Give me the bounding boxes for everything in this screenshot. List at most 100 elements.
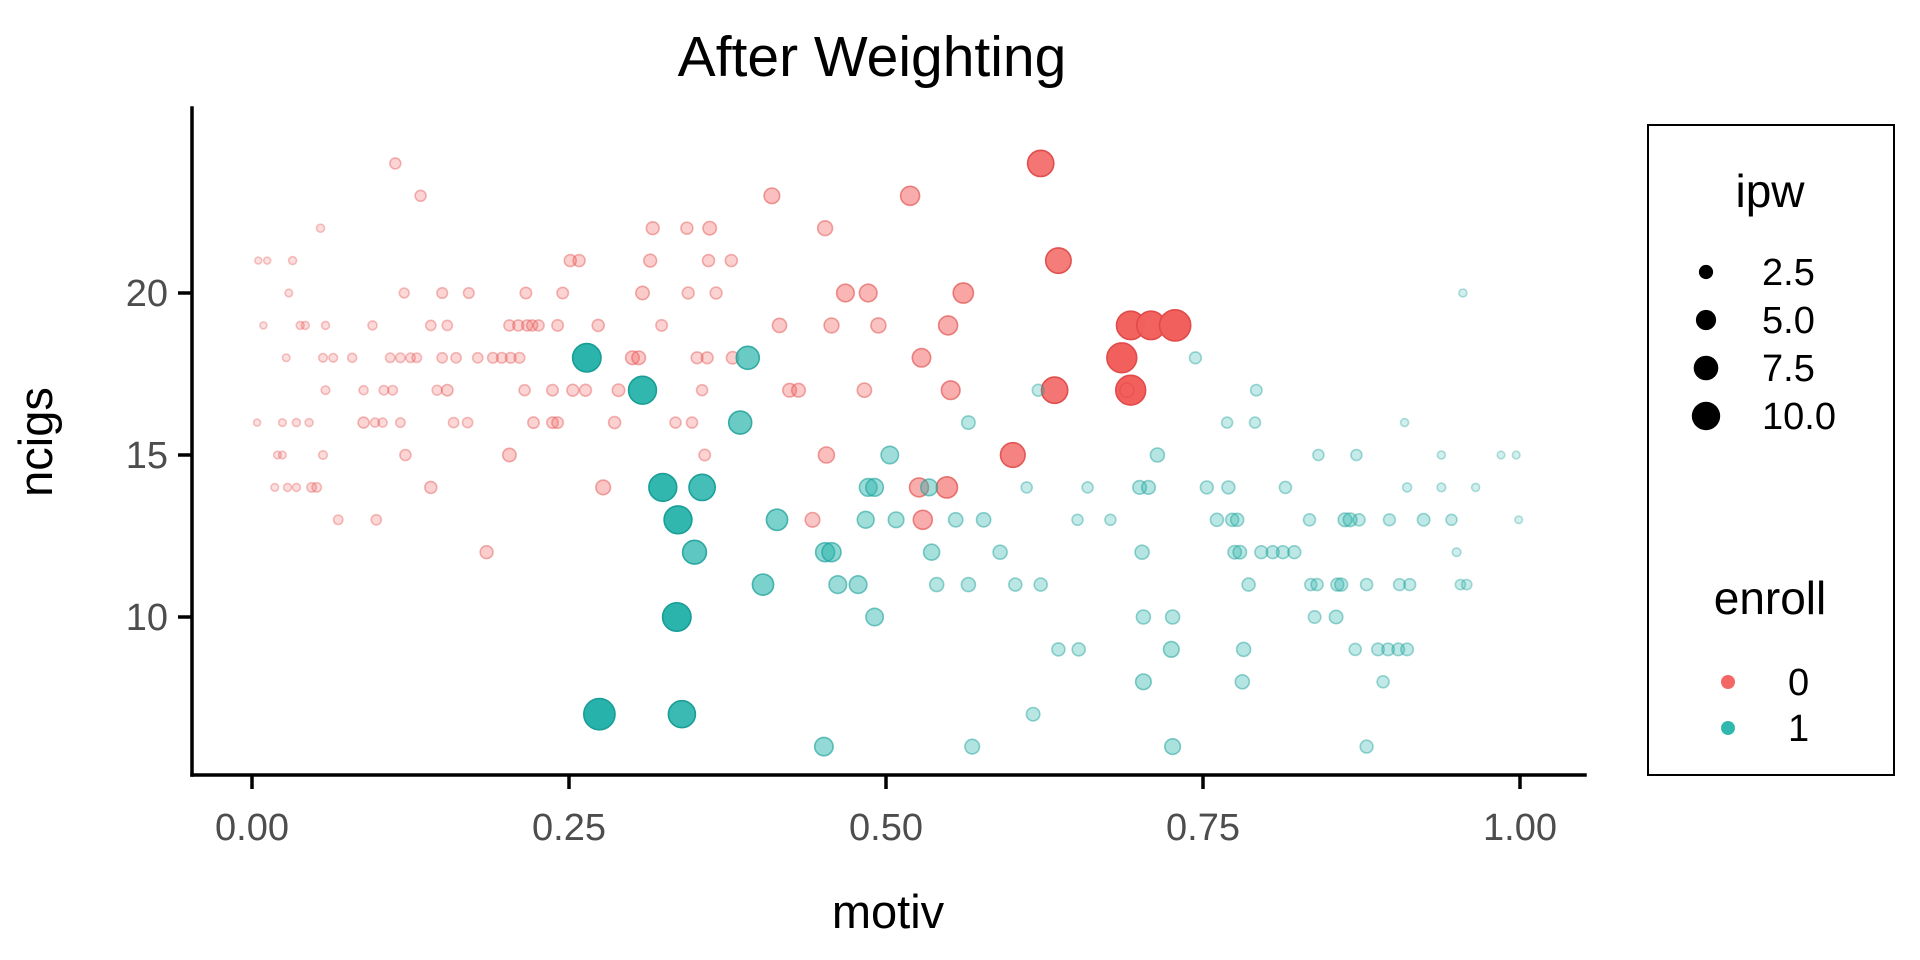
enroll-1-label: 1 — [1788, 708, 1809, 750]
data-point — [520, 319, 534, 332]
data-point — [1304, 577, 1318, 592]
data-point — [1310, 577, 1324, 592]
data-point — [259, 321, 268, 330]
y-tick-label: 15 — [126, 435, 168, 477]
data-point — [1416, 512, 1431, 527]
data-point — [1229, 512, 1245, 528]
data-point — [388, 157, 402, 170]
data-point — [440, 383, 454, 397]
data-point — [394, 417, 406, 429]
data-point — [462, 286, 475, 300]
data-point — [823, 317, 840, 334]
data-point — [663, 505, 693, 535]
data-point — [284, 288, 294, 298]
data-point — [513, 351, 526, 364]
data-point — [816, 220, 834, 237]
data-point — [306, 481, 318, 493]
data-point — [287, 255, 298, 266]
legend-ipw-item: 7.5 — [1693, 348, 1815, 390]
data-point — [525, 319, 539, 332]
data-point — [398, 287, 410, 299]
data-point — [701, 253, 716, 268]
ipw-7.5-label: 7.5 — [1762, 348, 1815, 390]
ipw-10.0-dot-icon — [1691, 401, 1721, 431]
points-layer — [252, 149, 1524, 757]
x-tick-label: 0.75 — [1166, 807, 1240, 849]
data-point — [328, 352, 339, 363]
data-point — [922, 543, 941, 562]
data-point — [1436, 482, 1447, 493]
data-point — [880, 445, 900, 465]
data-point — [661, 601, 692, 632]
data-point — [1307, 609, 1322, 624]
data-point — [572, 253, 586, 268]
data-point — [1382, 513, 1397, 527]
data-point — [1031, 383, 1045, 397]
data-point — [367, 320, 378, 331]
x-axis-ticks: 0.00 0.25 0.50 0.75 1.00 — [215, 775, 1557, 849]
data-point — [685, 416, 699, 429]
enroll-0-dot-icon — [1721, 675, 1735, 689]
data-point — [1511, 450, 1521, 460]
data-point — [1227, 544, 1243, 560]
data-point — [414, 189, 427, 203]
data-point — [503, 319, 516, 332]
data-point — [695, 383, 709, 397]
data-point — [1470, 482, 1481, 493]
x-tick-label: 1.00 — [1483, 807, 1557, 849]
data-point — [634, 285, 650, 301]
data-point — [1275, 544, 1291, 560]
data-point — [1254, 544, 1269, 560]
data-point — [1287, 544, 1302, 560]
data-point — [1220, 416, 1234, 429]
data-point — [556, 286, 570, 300]
data-point — [495, 351, 508, 364]
data-point — [479, 544, 494, 560]
data-point — [504, 351, 517, 364]
data-point — [1026, 149, 1055, 178]
data-point — [1135, 609, 1152, 625]
data-point — [960, 415, 976, 431]
data-point — [1164, 609, 1181, 625]
data-point — [370, 513, 383, 526]
data-point — [1071, 642, 1086, 657]
data-point — [1302, 512, 1317, 527]
y-axis-title: ncigs — [9, 387, 62, 497]
data-point — [688, 473, 717, 502]
data-point — [870, 317, 887, 334]
data-point — [518, 383, 531, 397]
data-point — [680, 221, 694, 235]
data-point — [1044, 247, 1072, 275]
data-point — [1235, 641, 1252, 658]
data-point — [252, 418, 262, 427]
data-point — [858, 477, 878, 498]
data-point — [1221, 480, 1236, 495]
x-tick-label: 0.00 — [215, 807, 289, 849]
ipw-5.0-label: 5.0 — [1762, 300, 1815, 342]
legend-ipw-item: 10.0 — [1691, 396, 1836, 438]
data-point — [320, 385, 331, 396]
data-point — [315, 223, 326, 233]
data-point — [1163, 737, 1182, 756]
data-point — [1025, 706, 1041, 722]
data-point — [1149, 447, 1166, 463]
chart-title: After Weighting — [678, 25, 1067, 89]
data-point — [864, 477, 885, 498]
data-point — [486, 351, 500, 364]
data-point — [960, 576, 977, 593]
data-point — [461, 416, 474, 429]
data-point — [1131, 479, 1148, 496]
data-point — [1328, 609, 1344, 625]
data-point — [387, 384, 399, 396]
data-point — [399, 448, 412, 462]
data-point — [631, 350, 647, 366]
data-point — [858, 283, 878, 303]
data-point — [1399, 417, 1410, 428]
data-point — [320, 320, 331, 331]
data-point — [1134, 544, 1150, 561]
data-point — [377, 417, 388, 428]
data-point — [1514, 515, 1524, 525]
data-point — [1312, 448, 1325, 462]
